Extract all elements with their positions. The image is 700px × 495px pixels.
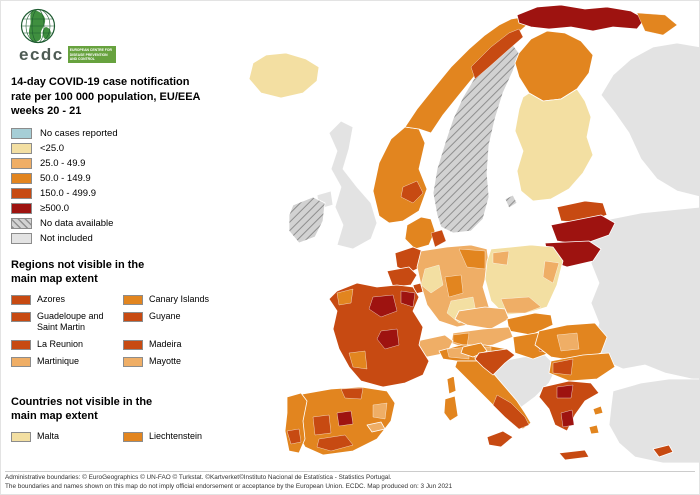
region-swatch [11,295,31,306]
legend-item: 50.0 - 149.9 [11,172,241,184]
map-region-austria [450,326,514,350]
country-swatch [11,432,31,443]
legend-item: ≥500.0 [11,202,241,214]
map-region-cyprus [652,444,674,458]
region-item: Martinique [11,356,121,367]
legend-item: 150.0 - 499.9 [11,187,241,199]
map-region-iceland [248,52,320,99]
map-region-ireland [288,196,326,244]
map-region-benelux [386,246,426,295]
map-title: 14-day COVID-19 case notification rate p… [11,76,201,118]
footer-line2: The boundaries and names shown on this m… [5,483,453,491]
map-info-panel: ecdc EUROPEAN CENTRE FOR DISEASE PREVENT… [11,7,241,443]
region-swatch [11,356,31,367]
regions-heading: Regions not visible in the main map exte… [11,258,145,285]
region-item: Mayotte [123,356,235,367]
legend-swatch [11,142,32,154]
region-swatch [123,312,143,323]
legend-swatch [11,232,32,244]
ecdc-tagline: EUROPEAN CENTRE FOR DISEASE PREVENTION A… [67,46,116,63]
legend-swatch-hatched [11,217,32,229]
map-region-croatia [474,348,516,376]
ecdc-wordmark: ecdc [19,45,64,64]
regions-grid: Azores Canary Islands Guadeloupe and Sai… [11,294,241,367]
map-region-norway [372,4,678,224]
countries-grid: Malta Liechtenstein [11,431,241,443]
legend-swatch [11,172,32,184]
map-region-bulgaria [548,352,616,382]
region-label: Canary Islands [149,294,210,305]
legend-item: Not included [11,232,241,244]
map-region-romania [534,322,608,362]
legend-label: No cases reported [40,127,118,139]
map-region-denmark [404,216,447,250]
region-swatch [11,339,31,350]
region-label: Martinique [37,355,80,366]
legend-label: ≥500.0 [40,202,69,214]
region-item: Azores [11,294,121,306]
country-swatch [123,432,143,443]
map-region-spain [290,386,396,456]
map-region-greece [538,380,604,461]
legend-label: Not included [40,232,93,244]
globe-icon [20,8,56,44]
region-label: Madeira [149,338,182,349]
legend-label: No data available [40,217,114,229]
region-label: Azores [37,294,66,305]
legend-swatch [11,157,32,169]
legend-label: 25.0 - 49.9 [40,157,86,169]
country-label: Liechtenstein [149,431,203,442]
legend-item: No data available [11,217,241,229]
map-region-portugal [284,392,308,454]
country-item: Malta [11,431,121,443]
map-footer: Administrative boundaries: © EuroGeograp… [5,471,695,492]
map-region-france [328,282,457,395]
map-region-czechia [454,306,510,330]
legend-item: No cases reported [11,127,241,139]
legend-label: 150.0 - 499.9 [40,187,96,199]
legend-swatch [11,202,32,214]
region-swatch [123,339,143,350]
region-item: Guyane [123,311,235,333]
region-label: Mayotte [149,355,182,366]
country-label: Malta [37,431,60,442]
legend-item: <25.0 [11,142,241,154]
legend-label: 50.0 - 149.9 [40,172,91,184]
map-region-poland [484,244,564,316]
legend-label: <25.0 [40,142,65,154]
region-swatch [123,295,143,306]
map-region-finland [514,30,594,202]
region-item: La Reunion [11,339,121,350]
legend-swatch [11,187,32,199]
region-swatch [11,312,31,323]
region-item: Canary Islands [123,294,235,306]
region-label: Guyane [149,311,181,322]
region-label: Guadeloupe and Saint Martin [37,311,104,332]
footer-line1: Administrative boundaries: © EuroGeograp… [5,474,392,482]
countries-heading: Countries not visible in the main map ex… [11,395,153,423]
legend-item: 25.0 - 49.9 [11,157,241,169]
region-swatch [123,356,143,367]
country-item: Liechtenstein [123,431,235,443]
region-label: La Reunion [37,338,84,349]
ecdc-logo: ecdc EUROPEAN CENTRE FOR DISEASE PREVENT… [19,7,241,63]
legend-swatch [11,127,32,139]
rate-legend: No cases reported <25.0 25.0 - 49.9 50.0… [11,127,241,244]
region-item: Guadeloupe and Saint Martin [11,311,121,333]
region-item: Madeira [123,339,235,350]
